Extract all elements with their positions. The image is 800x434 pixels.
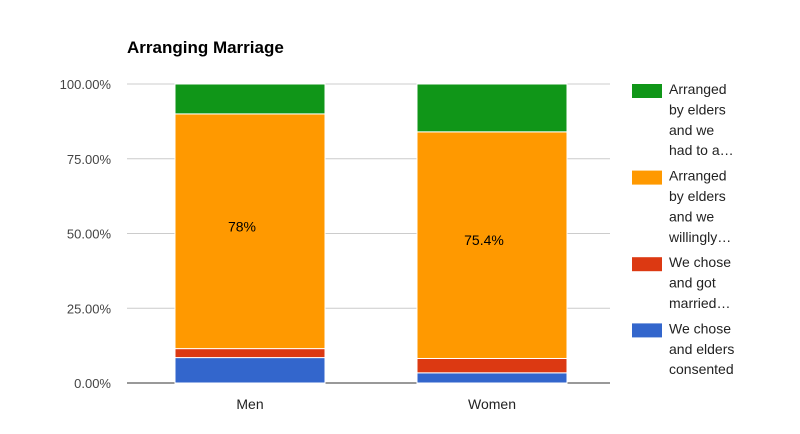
legend-line: Arranged <box>669 81 727 97</box>
y-tick-label: 50.00% <box>67 227 112 242</box>
chart-title: Arranging Marriage <box>127 38 284 57</box>
legend-line: and elders <box>669 341 734 357</box>
bar-segment[interactable] <box>174 113 326 350</box>
legend-line: willingly… <box>668 229 731 245</box>
legend-item[interactable]: We chose and got married… <box>632 254 731 311</box>
bars <box>174 83 568 384</box>
y-tick-label: 25.00% <box>67 301 112 316</box>
bar-segment[interactable] <box>416 357 568 374</box>
legend-line: and got <box>669 275 716 291</box>
legend-item[interactable]: Arranged by elders and we willingly… <box>632 168 731 245</box>
legend-line: had to a… <box>669 142 734 158</box>
legend-swatch <box>632 257 662 272</box>
legend-line: and we <box>669 122 714 138</box>
legend-line: and we <box>669 208 714 224</box>
bar-segment[interactable] <box>174 83 326 115</box>
bar-segment[interactable] <box>416 372 568 384</box>
legend-item[interactable]: Arranged by elders and we had to a… <box>632 81 734 158</box>
legend-item[interactable]: We chose and elders consented <box>632 320 734 377</box>
legend-swatch <box>632 170 662 185</box>
x-axis-ticks: Men Women <box>236 396 516 412</box>
y-axis-ticks: 0.00% 25.00% 50.00% 75.00% 100.00% <box>60 77 112 391</box>
legend-label: Arranged by elders and we had to a… <box>669 81 734 158</box>
legend-line: consented <box>669 361 734 377</box>
y-tick-label: 75.00% <box>67 152 112 167</box>
legend-label: We chose and elders consented <box>669 320 734 377</box>
x-tick-label: Women <box>468 396 516 412</box>
legend-swatch <box>632 84 662 98</box>
legend-label: Arranged by elders and we willingly… <box>668 168 731 245</box>
legend-line: Arranged <box>669 168 727 184</box>
bar-segment[interactable] <box>174 348 326 359</box>
bar-segment[interactable] <box>416 131 568 359</box>
data-label: 78% <box>228 218 256 234</box>
legend-line: married… <box>669 295 730 311</box>
legend-line: by elders <box>669 101 726 117</box>
legend-swatch <box>632 323 662 338</box>
legend-line: We chose <box>669 254 731 270</box>
y-tick-label: 0.00% <box>74 376 111 391</box>
legend-line: We chose <box>669 320 731 336</box>
bar-segment[interactable] <box>416 83 568 133</box>
legend-line: by elders <box>669 188 726 204</box>
data-label: 75.4% <box>464 232 504 248</box>
legend: Arranged by elders and we had to a…Arranged… <box>632 81 734 377</box>
y-tick-label: 100.00% <box>60 77 112 92</box>
x-tick-label: Men <box>236 396 263 412</box>
legend-label: We chose and got married… <box>669 254 731 311</box>
bar-segment[interactable] <box>174 357 326 384</box>
data-labels: 78% 75.4% <box>228 218 504 248</box>
